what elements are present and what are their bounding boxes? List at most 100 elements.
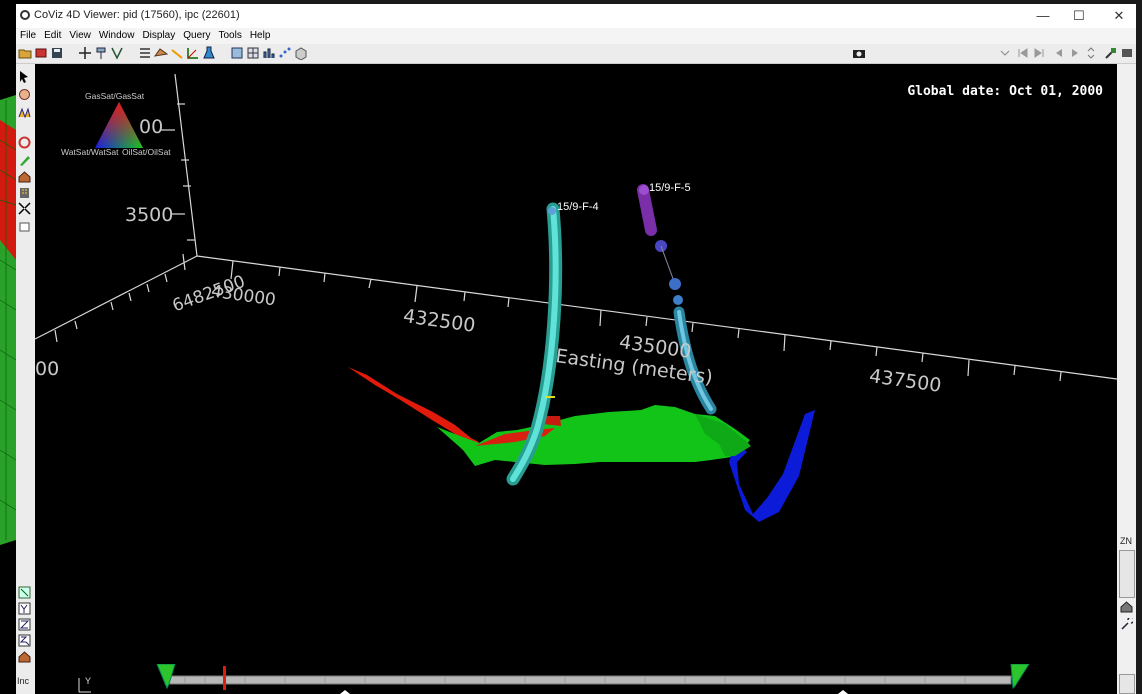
close-button[interactable]: ✕ [1113,8,1125,23]
global-date: Global date: Oct 01, 2000 [907,84,1103,99]
well-icon[interactable] [94,46,108,60]
app-icon [20,10,30,20]
menu-view[interactable]: View [69,30,91,41]
menu-query[interactable]: Query [183,30,211,41]
well-label-f4[interactable]: 15/9-F-4 [557,201,599,213]
open-project-icon[interactable] [34,46,48,60]
well-f4-head [548,207,556,215]
time-slider-start-handle[interactable] [156,664,176,690]
well-f5-node-2 [669,278,681,290]
box-icon[interactable] [18,220,31,233]
gas-shade [695,414,751,456]
time-slider-svg [156,664,1030,694]
menu-window[interactable]: Window [98,30,135,41]
coviz-window: CoViz 4D Viewer: pid (17560), ipc (22601… [16,4,1136,694]
zoom-fit-icon[interactable] [18,202,31,215]
z-view-icon[interactable] [18,618,31,631]
axis-triad [78,678,91,693]
flask-icon[interactable] [202,46,216,60]
legend-gas-label: GasSat/GasSat [85,91,145,101]
open-folder-icon[interactable] [18,46,32,60]
layers-icon[interactable] [138,46,152,60]
scatter-icon[interactable] [278,46,292,60]
time-slider-caret-left [340,690,350,694]
oil-region [348,367,479,448]
time-slider-current-marker[interactable] [223,666,226,690]
time-slider[interactable] [35,664,1117,694]
save-icon[interactable] [50,46,64,60]
horizon-icon[interactable] [170,46,184,60]
toolbar [16,44,1136,64]
play-icon[interactable] [1068,46,1082,60]
histogram-icon[interactable] [262,46,276,60]
menu-bar: File Edit View Window Display Query Tools Help [16,28,1136,44]
first-frame-icon[interactable] [1016,46,1030,60]
maximize-button[interactable]: ☐ [1073,8,1085,23]
vertical-axis-top-tick: 00 [139,116,164,138]
window-title: CoViz 4D Viewer: pid (17560), ipc (22601… [34,9,240,21]
minimize-button[interactable]: — [1036,8,1050,23]
menu-display[interactable]: Display [142,30,176,41]
right-panel-bottom-slider[interactable] [1119,674,1135,694]
camera-icon[interactable] [852,46,866,60]
title-bar: CoViz 4D Viewer: pid (17560), ipc (22601… [16,4,1136,28]
right-panel-label: ZN [1120,536,1132,546]
grid-icon[interactable] [246,46,260,60]
right-panel-slider[interactable] [1119,550,1135,598]
pencil-icon[interactable] [18,154,31,167]
well-path-icon[interactable] [110,46,124,60]
3d-viewport[interactable]: Global date: Oct 01, 2000 GasSat/GasSat … [35,64,1117,694]
camera-grid-icon[interactable] [230,46,244,60]
gas-region [437,405,750,466]
well-f5-highlight [677,310,713,411]
target-icon[interactable] [18,136,31,149]
last-frame-icon[interactable] [1032,46,1046,60]
saturation-triangle-overlay [95,102,143,148]
menu-file[interactable]: File [20,30,37,41]
well-label-f5[interactable]: 15/9-F-5 [649,182,691,194]
volume-icon[interactable] [294,46,308,60]
wrench-icon[interactable] [1120,618,1133,631]
time-slider-caret-right [838,690,848,694]
snapshot-icon[interactable] [1120,46,1134,60]
reservoir-surface [348,367,815,522]
background-grid-image [0,95,17,545]
menu-tools[interactable]: Tools [218,30,242,41]
menu-edit[interactable]: Edit [44,30,62,41]
pick-icon[interactable] [78,46,92,60]
right-panel: ZN [1117,64,1136,694]
dropdown-chevron-icon[interactable] [998,46,1012,60]
zx-view-icon[interactable] [18,634,31,647]
pointer-icon[interactable] [18,70,31,83]
xy-view-icon[interactable] [18,586,31,599]
triad-y-label: Y [85,676,92,686]
surface-icon[interactable] [154,46,168,60]
left-partial-tick: 00 [35,358,60,380]
well-f5-upper-segment[interactable] [637,184,657,236]
left-toolbar: Inc [16,64,34,694]
home-view-icon[interactable] [18,650,31,663]
time-slider-track[interactable] [164,675,1012,685]
inc-label: Inc [17,676,30,686]
building-icon[interactable] [18,186,31,199]
rotate-hand-icon[interactable] [18,88,31,101]
axis-icon[interactable] [186,46,200,60]
vertical-axis-line [174,73,198,257]
probe-icon[interactable] [1104,46,1118,60]
spinner-icon[interactable] [1084,46,1098,60]
scene-svg [35,73,1117,693]
water-region [729,410,815,522]
y-view-icon[interactable] [18,602,31,615]
easting-axis-line [196,255,1117,380]
well-f4-highlight [510,206,559,482]
time-slider-end-handle[interactable] [1010,664,1030,690]
time-slider-ticks [184,677,966,683]
house-icon[interactable] [18,170,31,183]
right-home-icon[interactable] [1120,600,1133,613]
step-back-icon[interactable] [1052,46,1066,60]
northing-axis-line [35,255,198,340]
well-f5-node-3 [673,295,683,305]
well-group-icon[interactable] [18,106,31,119]
vertical-axis-tick: 3500 [125,204,174,226]
menu-help[interactable]: Help [249,30,271,41]
